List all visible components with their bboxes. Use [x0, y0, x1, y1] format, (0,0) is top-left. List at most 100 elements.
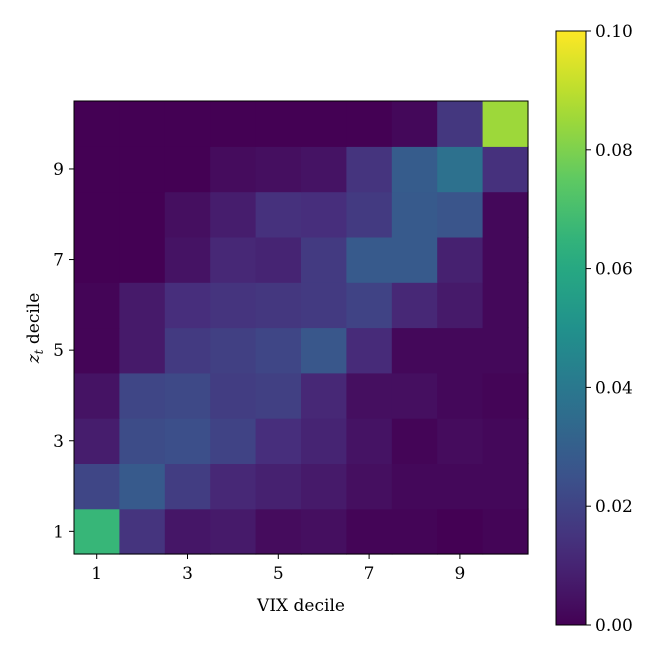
heatmap-cell: [346, 146, 393, 193]
heatmap-cells: [74, 101, 529, 555]
heatmap-cell: [437, 282, 484, 329]
colorbar-tick-label: 0.08: [595, 141, 633, 161]
heatmap-cell: [255, 146, 302, 193]
heatmap-cell: [346, 282, 393, 329]
heatmap-cell: [164, 463, 211, 510]
heatmap-cell: [164, 146, 211, 193]
heatmap-cell: [255, 327, 302, 374]
heatmap-cell: [164, 236, 211, 283]
y-tick-label: 7: [53, 251, 64, 271]
heatmap-cell: [437, 101, 484, 147]
heatmap-cell: [164, 282, 211, 329]
y-tick-label: 3: [53, 432, 64, 452]
heatmap-cell: [74, 463, 120, 510]
x-tick-label: 3: [182, 564, 193, 584]
heatmap-cell: [164, 191, 211, 238]
heatmap-cell: [482, 236, 529, 283]
heatmap-cell: [255, 282, 302, 329]
heatmap-cell: [210, 418, 257, 464]
heatmap-cell: [346, 508, 393, 555]
heatmap-cell: [74, 372, 120, 419]
colorbar-tick-label: 0.04: [595, 378, 633, 398]
heatmap-cell: [210, 372, 257, 419]
heatmap-cell: [164, 101, 211, 147]
heatmap-cell: [164, 508, 211, 555]
heatmap-cell: [346, 418, 393, 464]
heatmap-cell: [391, 463, 438, 510]
heatmap-cell: [301, 418, 347, 464]
heatmap-cell: [119, 418, 166, 464]
colorbar: [555, 30, 587, 626]
heatmap-cell: [74, 327, 120, 374]
y-tick-label: 9: [53, 160, 64, 180]
colorbar-ticks: 0.00 0.02 0.04 0.06 0.08 0.10: [586, 22, 633, 636]
heatmap-cell: [119, 327, 166, 374]
heatmap-cell: [437, 236, 484, 283]
colorbar-tick-label: 0.10: [595, 22, 633, 42]
heatmap-cell: [210, 236, 257, 283]
heatmap-cell: [210, 463, 257, 510]
heatmap-cell: [482, 418, 529, 464]
y-tick-label: 1: [53, 522, 64, 542]
heatmap-cell: [437, 463, 484, 510]
heatmap-cell: [391, 282, 438, 329]
heatmap-cell: [301, 372, 347, 419]
heatmap-cell: [437, 372, 484, 419]
heatmap-cell: [346, 101, 393, 147]
heatmap-cell: [255, 236, 302, 283]
heatmap-cell: [437, 191, 484, 238]
heatmap-cell: [482, 327, 529, 374]
heatmap-cell: [391, 372, 438, 419]
x-axis-label: VIX decile: [256, 596, 345, 616]
heatmap-cell: [74, 236, 120, 283]
heatmap-cell: [301, 282, 347, 329]
heatmap-cell: [437, 418, 484, 464]
heatmap-cell: [437, 146, 484, 193]
heatmap-cell: [74, 146, 120, 193]
heatmap-cell: [74, 508, 120, 555]
heatmap-cell: [255, 101, 302, 147]
heatmap-cell: [210, 101, 257, 147]
heatmap-cell: [119, 282, 166, 329]
heatmap-cell: [482, 372, 529, 419]
heatmap-cell: [391, 508, 438, 555]
heatmap-cell: [346, 191, 393, 238]
heatmap-cell: [119, 508, 166, 555]
heatmap-cell: [74, 282, 120, 329]
heatmap-cell: [346, 463, 393, 510]
heatmap-cell: [482, 508, 529, 555]
heatmap-cell: [119, 191, 166, 238]
heatmap-cell: [346, 372, 393, 419]
heatmap-cell: [482, 146, 529, 193]
heatmap-cell: [210, 146, 257, 193]
heatmap-cell: [482, 282, 529, 329]
heatmap-cell: [210, 191, 257, 238]
heatmap-cell: [301, 191, 347, 238]
x-tick-label: 1: [91, 564, 102, 584]
heatmap-cell: [301, 146, 347, 193]
heatmap-cell: [255, 418, 302, 464]
heatmap-cell: [210, 327, 257, 374]
heatmap-cell: [437, 327, 484, 374]
x-axis-ticks: 1 3 5 7 9: [91, 554, 465, 584]
heatmap-cell: [255, 463, 302, 510]
heatmap-cell: [164, 372, 211, 419]
colorbar-tick-label: 0.02: [595, 497, 633, 517]
x-tick-label: 9: [454, 564, 465, 584]
heatmap-cell: [74, 191, 120, 238]
heatmap-cell: [210, 282, 257, 329]
heatmap-cell: [346, 327, 393, 374]
heatmap-cell: [74, 101, 120, 147]
heatmap-cell: [391, 191, 438, 238]
y-axis-label: zt decile: [24, 293, 46, 365]
heatmap-cell: [119, 372, 166, 419]
heatmap-cell: [301, 101, 347, 147]
heatmap-cell: [164, 327, 211, 374]
heatmap-cell: [164, 418, 211, 464]
heatmap-cell: [119, 236, 166, 283]
heatmap-cell: [119, 101, 166, 147]
heatmap-cell: [437, 508, 484, 555]
heatmap-cell: [482, 191, 529, 238]
colorbar-tick-label: 0.00: [595, 616, 633, 636]
